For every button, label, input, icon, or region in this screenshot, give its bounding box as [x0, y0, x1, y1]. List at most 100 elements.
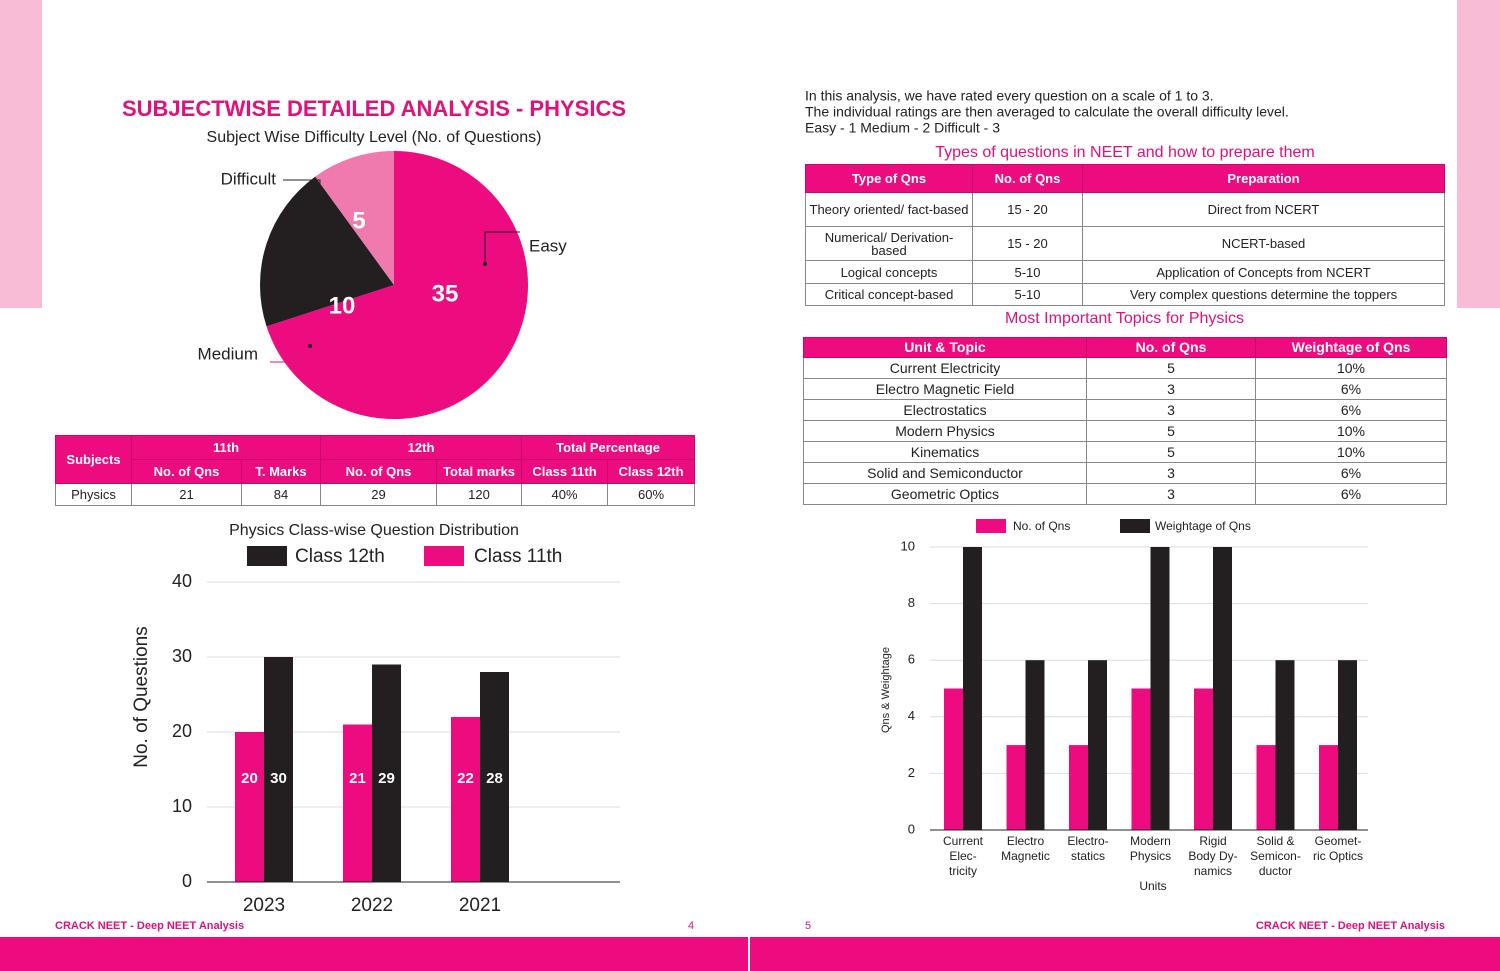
y-tick-label: 10 — [172, 796, 192, 816]
table-cell: 10% — [1255, 420, 1447, 442]
table-cell: 5 — [1086, 441, 1256, 463]
bar — [235, 732, 264, 882]
header-cell: Unit & Topic — [803, 337, 1087, 358]
y-tick-label: 20 — [172, 721, 192, 741]
bar — [1338, 660, 1357, 830]
bar — [944, 688, 963, 830]
value-label: 10 — [329, 292, 356, 319]
bar — [264, 657, 293, 882]
types-table: Type of Qns No. of Qns Preparation Theory o… — [805, 164, 1445, 306]
table-cell: 6% — [1255, 399, 1447, 421]
legend-label: Class 12th — [295, 546, 385, 567]
bar — [1194, 688, 1213, 830]
legend-label: Class 11th — [474, 546, 562, 567]
bar — [480, 672, 509, 882]
y-tick-label: 4 — [908, 708, 915, 723]
table-cell: 5-10 — [972, 260, 1083, 284]
bar — [1006, 745, 1026, 830]
header-cell: No. of Qns — [972, 164, 1083, 193]
table-cell: 6% — [1255, 378, 1447, 400]
legend-label: Weightage of Qns — [1155, 519, 1251, 533]
bar — [1069, 745, 1088, 830]
table-cell: 40% — [521, 483, 609, 506]
intro-line: In this analysis, we have rated every qu… — [805, 88, 1214, 104]
header-cell: Total Percentage — [521, 435, 696, 460]
legend-swatch — [424, 546, 464, 566]
header-cell: Total marks — [436, 459, 523, 484]
intro-line: The individual ratings are then averaged… — [805, 104, 1289, 120]
leader-line — [270, 346, 311, 363]
table-cell: 3 — [1086, 378, 1256, 400]
bar — [1088, 660, 1107, 830]
x-tick-label: Solid & — [1256, 834, 1294, 848]
table-title: Types of questions in NEET and how to pr… — [935, 144, 1315, 161]
x-tick-label: Magnetic — [1001, 849, 1050, 863]
leader-line — [283, 179, 321, 195]
pie-slice — [260, 176, 394, 327]
table-cell: 15 - 20 — [972, 226, 1083, 261]
table-cell: 5 — [1086, 357, 1256, 379]
y-tick-label: 40 — [172, 571, 192, 591]
value-label: 30 — [270, 770, 287, 787]
value-label: 22 — [457, 770, 474, 787]
value-label: 29 — [378, 770, 395, 787]
value-label: 5 — [352, 207, 365, 234]
x-tick-label: Rigid — [1199, 834, 1226, 848]
x-tick-label: Geomet- — [1315, 834, 1362, 848]
footer-text: CRACK NEET - Deep NEET Analysis — [55, 920, 244, 932]
page-title: SUBJECTWISE DETAILED ANALYSIS - PHYSICS — [122, 96, 626, 121]
table-cell: 6% — [1255, 483, 1447, 505]
y-tick-label: 8 — [908, 595, 915, 610]
table-cell: Critical concept-based — [805, 283, 973, 306]
table-cell: 84 — [240, 483, 322, 506]
x-tick-label: Elec- — [949, 849, 976, 863]
header-cell: 11th — [130, 435, 322, 460]
table-cell: 3 — [1086, 483, 1256, 505]
y-tick-label: 0 — [182, 871, 192, 891]
table-cell: Numerical/ Derivation-based — [805, 226, 973, 261]
leader-dot — [308, 344, 312, 348]
value-label: 20 — [241, 770, 258, 787]
table-cell: 3 — [1086, 399, 1256, 421]
table-cell: Electro Magnetic Field — [803, 378, 1087, 400]
topics-table: Unit & Topic No. of Qns Weightage of Qns Cu… — [803, 337, 1447, 505]
table-cell: Physics — [55, 483, 132, 506]
table-cell: Current Electricity — [803, 357, 1087, 379]
y-axis-label: No. of Questions — [131, 626, 152, 768]
legend-label: No. of Qns — [1013, 519, 1070, 533]
chart-title: Subject Wise Difficulty Level (No. of Qu… — [207, 129, 542, 146]
y-tick-label: 2 — [908, 765, 915, 780]
x-tick-label: 2022 — [351, 895, 393, 916]
bar — [451, 717, 480, 882]
x-tick-label: statics — [1071, 849, 1105, 863]
x-tick-label: ric Optics — [1313, 849, 1363, 863]
side-band — [0, 0, 42, 308]
x-tick-label: ductor — [1259, 864, 1292, 878]
bottom-band — [0, 937, 1500, 971]
header-cell: Class 12th — [607, 459, 696, 484]
table-cell: 15 - 20 — [972, 192, 1083, 227]
side-band — [1457, 0, 1500, 308]
value-label: 35 — [432, 280, 459, 307]
table-cell: 6% — [1255, 462, 1447, 484]
header-cell: Type of Qns — [805, 164, 973, 193]
y-tick-label: 0 — [908, 821, 915, 836]
table-cell: 10% — [1255, 441, 1447, 463]
header-cell: Preparation — [1082, 164, 1445, 193]
x-tick-label: tricity — [949, 864, 977, 878]
y-axis-label: Qns & Weightage — [880, 647, 892, 733]
y-tick-label: 10 — [901, 538, 915, 553]
table-title: Most Important Topics for Physics — [1005, 310, 1244, 327]
pie-slice — [266, 151, 528, 419]
x-tick-label: 2023 — [243, 895, 285, 916]
table-cell: 21 — [131, 483, 242, 506]
header-cell: Class 11th — [521, 459, 609, 484]
value-label: 28 — [486, 770, 503, 787]
x-tick-label: Physics — [1130, 849, 1171, 863]
y-tick-label: 30 — [172, 646, 192, 666]
x-tick-label: Body Dy- — [1188, 849, 1237, 863]
table-cell: Very complex questions determine the top… — [1082, 283, 1445, 306]
x-axis-label: Units — [1139, 879, 1166, 893]
